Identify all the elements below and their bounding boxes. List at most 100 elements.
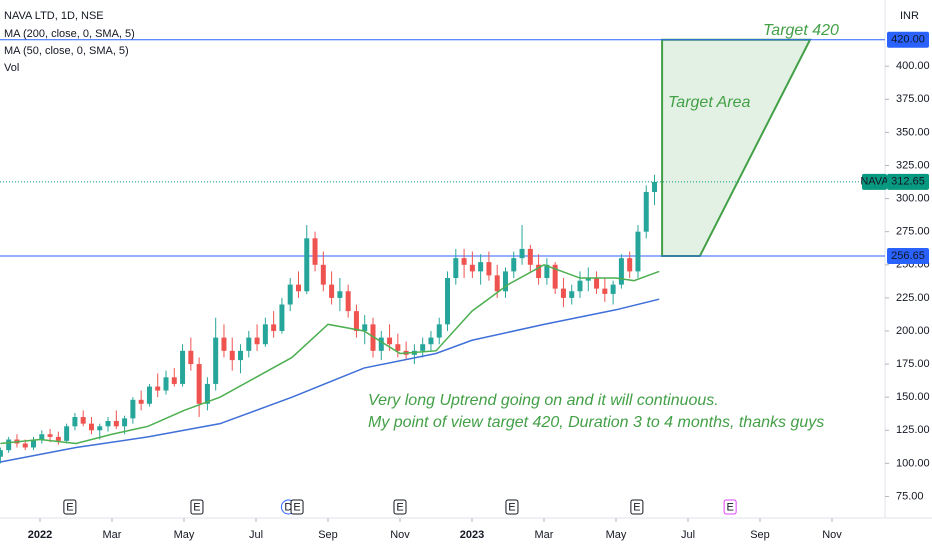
y-tick-label: 375.00 bbox=[896, 93, 930, 105]
x-tick-label: May bbox=[606, 529, 627, 541]
candle-body bbox=[502, 271, 508, 292]
candle-body bbox=[453, 258, 459, 279]
candle-body bbox=[445, 278, 451, 325]
candle-body bbox=[594, 278, 600, 289]
candle-body bbox=[337, 291, 343, 298]
candle-body bbox=[180, 350, 186, 384]
candle-body bbox=[312, 238, 318, 265]
legend-ma200: MA (200, close, 0, SMA, 5) bbox=[4, 28, 135, 40]
candle-body bbox=[97, 426, 103, 431]
candle-body bbox=[378, 337, 384, 351]
x-tick-label: Sep bbox=[750, 529, 770, 541]
candle-body bbox=[254, 337, 260, 345]
level-label: 256.65 bbox=[891, 250, 925, 262]
candle-body bbox=[560, 288, 566, 298]
event-label: E bbox=[508, 501, 515, 513]
annotation: Very long Uptrend going on and it will c… bbox=[368, 392, 719, 409]
x-tick-label: 2023 bbox=[460, 529, 484, 541]
candle-body bbox=[188, 350, 194, 365]
candle-body bbox=[552, 264, 558, 289]
candle-body bbox=[138, 399, 144, 404]
candle-body bbox=[64, 426, 70, 441]
x-tick-label: Jul bbox=[681, 529, 695, 541]
event-marker bbox=[393, 499, 407, 515]
candle-body bbox=[536, 264, 542, 279]
level-tag bbox=[887, 247, 929, 264]
candle-body bbox=[246, 337, 252, 351]
candle-body bbox=[163, 377, 169, 391]
candle-body bbox=[171, 377, 177, 384]
last-price-label: 312.65 bbox=[891, 176, 925, 188]
y-tick-label: 150.00 bbox=[896, 391, 930, 403]
candle-body bbox=[494, 275, 500, 292]
candle-body bbox=[370, 324, 376, 351]
y-tick-label: 200.00 bbox=[896, 325, 930, 337]
candle-body bbox=[287, 284, 293, 305]
candle-body bbox=[353, 311, 359, 331]
candle-body bbox=[295, 284, 301, 292]
candle-body bbox=[486, 262, 492, 276]
candle-body bbox=[519, 248, 525, 259]
candle-body bbox=[362, 324, 368, 331]
candle-body bbox=[652, 181, 658, 192]
last-price-name-tag bbox=[862, 173, 887, 190]
x-tick-label: Jul bbox=[249, 529, 263, 541]
currency: INR bbox=[900, 10, 919, 22]
y-tick-label: 125.00 bbox=[896, 424, 930, 436]
candle-body bbox=[602, 288, 608, 294]
candle-body bbox=[320, 264, 326, 285]
candle-body bbox=[527, 248, 533, 265]
last-price-tag bbox=[887, 173, 929, 190]
candle-body bbox=[130, 399, 136, 419]
candle-body bbox=[436, 324, 442, 338]
x-tick-label: May bbox=[174, 529, 195, 541]
event-marker bbox=[63, 499, 77, 515]
candle-body bbox=[569, 291, 575, 298]
candle-body bbox=[279, 304, 285, 331]
event-marker bbox=[190, 499, 204, 515]
candle-body bbox=[0, 450, 3, 457]
candle-body bbox=[88, 423, 94, 431]
x-tick-label: 2022 bbox=[28, 529, 52, 541]
event-label: E bbox=[193, 501, 200, 513]
x-tick-label: Nov bbox=[390, 529, 410, 541]
event-label: E bbox=[633, 501, 640, 513]
y-tick-label: 75.00 bbox=[896, 490, 924, 502]
y-tick-label: 100.00 bbox=[896, 457, 930, 469]
candle-body bbox=[643, 191, 649, 232]
event-label: E bbox=[293, 501, 300, 513]
candle-body bbox=[105, 421, 111, 427]
annotation: Target 420 bbox=[763, 22, 839, 39]
level-label: 420.00 bbox=[891, 34, 925, 46]
annotation: Target Area bbox=[668, 94, 751, 111]
x-tick-label: Sep bbox=[318, 529, 338, 541]
y-tick-label: 300.00 bbox=[896, 192, 930, 204]
candle-body bbox=[387, 337, 393, 345]
candle-body bbox=[47, 434, 53, 437]
candle-body bbox=[229, 350, 235, 361]
ma-line bbox=[0, 263, 660, 445]
candle-body bbox=[155, 386, 161, 391]
candle-body bbox=[146, 386, 152, 404]
event-marker bbox=[505, 499, 519, 515]
candle-body bbox=[113, 421, 119, 427]
x-tick-label: Mar bbox=[103, 529, 122, 541]
event-label: E bbox=[66, 501, 73, 513]
candle-body bbox=[22, 443, 28, 448]
candle-body bbox=[461, 258, 467, 265]
candle-body bbox=[55, 436, 61, 441]
x-tick-label: Nov bbox=[822, 529, 842, 541]
candle-body bbox=[221, 337, 227, 351]
candle-body bbox=[6, 439, 12, 451]
y-tick-label: 175.00 bbox=[896, 358, 930, 370]
candle-body bbox=[544, 264, 550, 279]
event-label: E bbox=[396, 501, 403, 513]
event-marker bbox=[290, 499, 304, 515]
candle-body bbox=[345, 291, 351, 312]
candle-body bbox=[39, 434, 45, 440]
candle-body bbox=[428, 337, 434, 345]
candle-body bbox=[80, 417, 86, 424]
